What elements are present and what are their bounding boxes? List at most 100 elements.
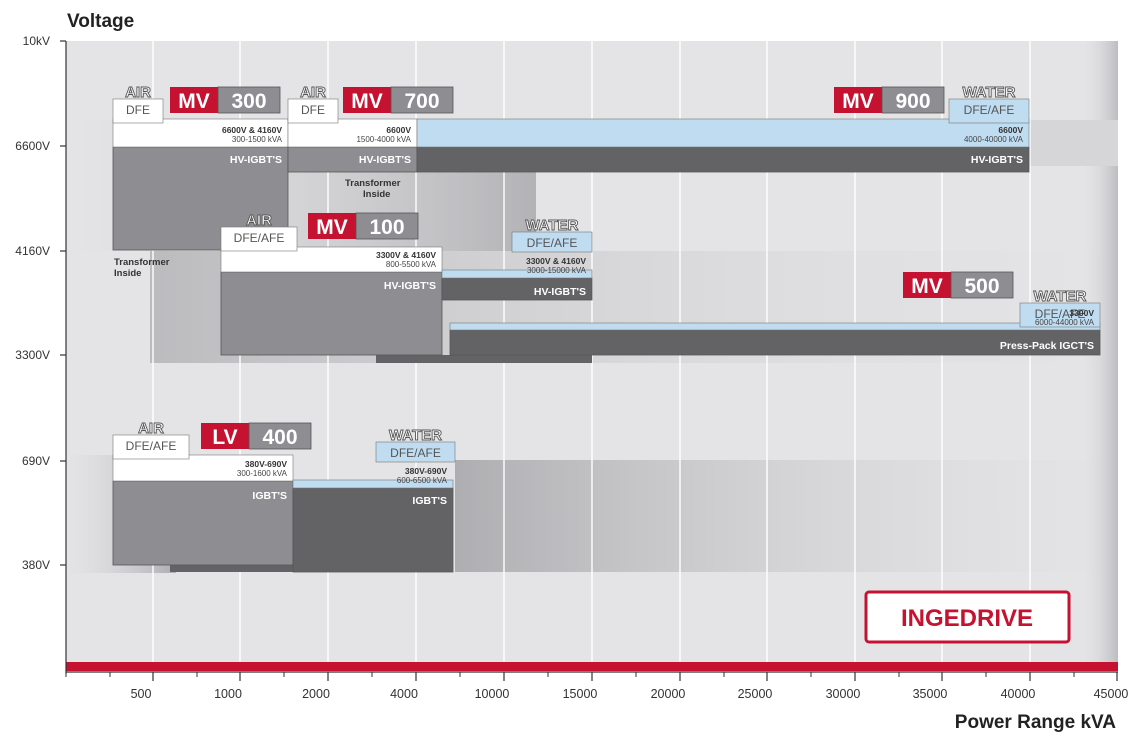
semiconductor-label: HV-IGBT'S (384, 280, 436, 292)
badge-series: MV (316, 216, 348, 239)
brand-name: INGEDRIVE (901, 605, 1033, 632)
semiconductor-label: IGBT'S (412, 495, 447, 507)
x-tick-label-10000: 10000 (475, 687, 510, 701)
badge-number: 400 (262, 426, 297, 449)
topology-label: DFE/AFE (1035, 307, 1086, 321)
transformer-note-2: Inside (114, 268, 141, 279)
topology-label: DFE/AFE (527, 236, 578, 250)
y-tick-label-690V: 690V (22, 454, 50, 468)
transformer-note-2: Inside (363, 189, 390, 200)
badge-series-bg (308, 213, 356, 239)
badge-number-bg (390, 86, 454, 114)
x-tick-label-1000: 1000 (214, 687, 242, 701)
voltage-spec: 3300V (1069, 308, 1094, 318)
product-badge-lv-400: LV 400 (201, 422, 312, 450)
semiconductor-label: HV-IGBT'S (534, 286, 586, 298)
topology-label: DFE/AFE (390, 446, 441, 460)
badge-series: MV (178, 90, 210, 113)
cooling-tab (220, 226, 298, 252)
cooling-tab (112, 98, 164, 124)
block-body (220, 271, 443, 356)
power-spec: 300-1500 kVA (232, 135, 283, 144)
y-axis-title: Voltage (67, 11, 134, 32)
topology-label: DFE (126, 103, 150, 117)
badge-series-bg (343, 87, 391, 113)
cooling-label: WATER (389, 427, 442, 444)
badge-number-bg (248, 422, 312, 450)
voltage-spec: 380V-690V (405, 466, 447, 476)
cooling-tab (112, 434, 190, 460)
bottom-accent-bar (66, 662, 1118, 671)
badge-number: 300 (231, 90, 266, 113)
badge-number: 700 (404, 90, 439, 113)
badge-series: MV (351, 90, 383, 113)
block-header (112, 118, 289, 148)
badge-series: LV (212, 426, 237, 449)
cooling-label: AIR (138, 420, 164, 437)
x-tick-label-30000: 30000 (826, 687, 861, 701)
cooling-tab (375, 441, 456, 463)
voltage-spec: 3300V & 4160V (376, 250, 436, 260)
x-tick-label-2000: 2000 (302, 687, 330, 701)
badge-number-bg (950, 271, 1014, 299)
block-header (112, 454, 294, 482)
y-tick-label-4160V: 4160V (15, 244, 50, 258)
x-tick-label-45000: 45000 (1094, 687, 1129, 701)
badge-series-bg (170, 87, 218, 113)
block-body (449, 329, 1101, 356)
voltage-spec: 6600V (386, 125, 411, 135)
product-badge-mv-100: MV 100 (308, 212, 419, 240)
semiconductor-label: HV-IGBT'S (359, 154, 411, 166)
y-tick-label-10kV: 10kV (23, 34, 50, 48)
badge-series-bg (201, 423, 249, 449)
power-spec: 4000-40000 kVA (964, 135, 1024, 144)
mv100-base-strip (376, 355, 592, 363)
block-header (292, 479, 454, 489)
product-badge-mv-700: MV 700 (343, 86, 454, 114)
semiconductor-label: HV-IGBT'S (971, 154, 1023, 166)
power-spec: 1500-4000 kVA (356, 135, 411, 144)
transformer-note: Transformer (345, 178, 401, 189)
voltage-spec: 6600V & 4160V (222, 125, 282, 135)
y-tick-label-6600V: 6600V (15, 139, 50, 153)
x-axis-title: Power Range kVA (955, 712, 1116, 733)
badge-number: 100 (369, 216, 404, 239)
x-tick-label-15000: 15000 (563, 687, 598, 701)
y-axis-ticks: 10kV 6600V 4160V 3300V 690V 380V (15, 34, 66, 572)
power-spec: 600-6500 kVA (397, 476, 448, 485)
cooling-tab (948, 98, 1030, 124)
semiconductor-label: IGBT'S (252, 490, 287, 502)
badge-series: MV (911, 275, 943, 298)
x-tick-label-35000: 35000 (913, 687, 948, 701)
voltage-spec: 380V-690V (245, 459, 287, 469)
product-badge-mv-500: MV 500 (903, 271, 1014, 299)
topology-label: DFE (301, 103, 325, 117)
badge-number: 900 (895, 90, 930, 113)
product-badge-mv-900: MV 900 (834, 86, 945, 114)
band-lv-right (455, 460, 1118, 572)
block-body (416, 146, 1030, 173)
badge-series-bg (834, 87, 882, 113)
topology-label: DFE/AFE (234, 231, 285, 245)
block-header (441, 269, 593, 279)
badge-number-bg (881, 86, 945, 114)
x-tick-label-20000: 20000 (651, 687, 686, 701)
cooling-label: AIR (125, 84, 151, 101)
voltage-spec: 3300V & 4160V (526, 256, 586, 266)
ingedrive-logo: INGEDRIVE (864, 590, 1071, 644)
power-spec: 6000-44000 kVA (1035, 318, 1095, 327)
x-tick-label-4000: 4000 (390, 687, 418, 701)
badge-series: MV (842, 90, 874, 113)
topology-label: DFE/AFE (126, 439, 177, 453)
block-body (292, 487, 454, 573)
cooling-label: AIR (246, 212, 272, 229)
x-tick-label-40000: 40000 (1001, 687, 1036, 701)
power-spec: 300-1600 kVA (237, 469, 288, 478)
